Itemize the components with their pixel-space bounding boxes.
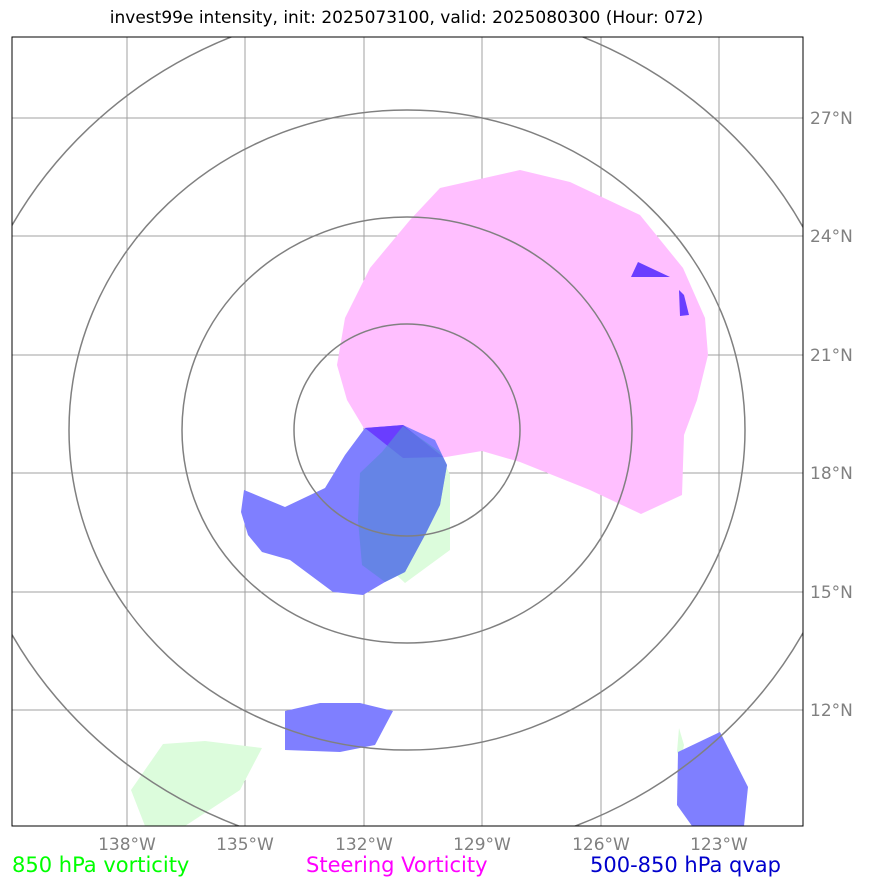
lon-label: 126°W: [572, 835, 630, 855]
overlap-region-northeast: [631, 262, 670, 277]
lat-label: 12°N: [810, 701, 853, 721]
qvap-region-southeast: [677, 732, 748, 826]
lat-label: 15°N: [810, 583, 853, 603]
lat-label: 24°N: [810, 227, 853, 247]
map-frame: [11, 36, 804, 827]
map-title: invest99e intensity, init: 2025073100, v…: [109, 8, 704, 28]
range-rings: [12, 37, 803, 826]
lat-label: 27°N: [810, 109, 853, 129]
range-ring-2: [181, 216, 633, 644]
legend-steering-vorticity: Steering Vorticity: [306, 853, 488, 877]
lon-label: 129°W: [453, 835, 511, 855]
lat-label: 21°N: [810, 346, 853, 366]
longitude-labels: 138°W 135°W 132°W 129°W 126°W 123°W: [98, 835, 748, 855]
lon-label: 123°W: [690, 835, 748, 855]
qvap-vorticity-overlap: [358, 426, 447, 582]
qvap-region-south: [285, 703, 393, 752]
legend-qvap: 500-850 hPa qvap: [590, 853, 781, 877]
lon-label: 138°W: [98, 835, 156, 855]
lon-label: 135°W: [216, 835, 274, 855]
vorticity-850-region-southwest: [131, 741, 262, 826]
range-ring-3: [68, 109, 746, 751]
overlap-region-east: [679, 290, 689, 316]
lon-label: 132°W: [335, 835, 393, 855]
legend-850-hpa-vorticity: 850 hPa vorticity: [12, 853, 190, 877]
lat-label: 18°N: [810, 464, 853, 484]
range-ring-1: [293, 323, 521, 537]
steering-vorticity-region: [337, 170, 708, 514]
latitude-labels: 27°N 24°N 21°N 18°N 15°N 12°N: [810, 109, 853, 721]
